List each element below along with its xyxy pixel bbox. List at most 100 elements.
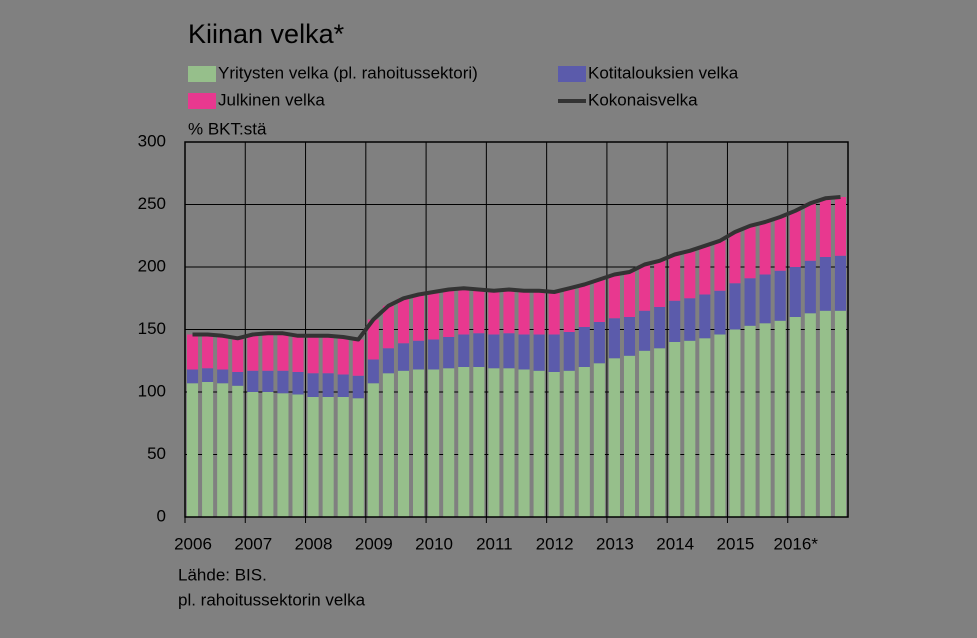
bar-segment	[518, 334, 530, 370]
legend-label: Julkinen velka	[218, 90, 325, 109]
bar-segment	[729, 232, 741, 284]
bar-segment	[473, 289, 485, 334]
bar-segment	[413, 294, 425, 341]
bar-segment	[247, 334, 259, 371]
bar-segment	[443, 337, 455, 369]
legend-label: Kotitalouksien velka	[588, 63, 739, 82]
bar-segment	[443, 289, 455, 337]
bar-segment	[458, 367, 470, 517]
bar-segment	[307, 373, 319, 397]
bar-segment	[473, 367, 485, 517]
bar-segment	[593, 322, 605, 364]
bar-segment	[548, 292, 560, 335]
x-tick-label: 2009	[355, 534, 393, 553]
bar-segment	[337, 337, 349, 375]
bar-segment	[428, 292, 440, 340]
bar-segment	[608, 274, 620, 319]
bar-segment	[292, 335, 304, 372]
note: pl. rahoitussektorin velka	[178, 590, 366, 609]
x-tick-label: 2006	[174, 534, 212, 553]
bar-segment	[352, 398, 364, 517]
bar-segment	[503, 333, 515, 369]
bar-segment	[202, 382, 214, 517]
bar-segment	[352, 339, 364, 376]
bar-segment	[367, 383, 379, 517]
bar-segment	[729, 283, 741, 330]
bar-segment	[834, 255, 846, 311]
bar-segment	[759, 274, 771, 324]
bar-segment	[367, 319, 379, 360]
bar-segment	[654, 260, 666, 307]
bar-segment	[699, 294, 711, 339]
bar-segment	[397, 343, 410, 371]
bar-segment	[292, 372, 304, 395]
bar-segment	[548, 334, 560, 372]
x-tick-label: 2012	[536, 534, 574, 553]
bar-segment	[322, 397, 334, 517]
bar-segment	[337, 374, 349, 397]
bar-segment	[669, 254, 681, 301]
bar-segment	[744, 325, 756, 517]
y-tick-label: 300	[138, 131, 166, 150]
bar-segment	[548, 372, 560, 517]
bar-segment	[563, 370, 575, 517]
bar-segment	[187, 383, 199, 517]
bar-segment	[232, 372, 244, 386]
bar-segment	[714, 290, 726, 335]
x-tick-label: 2015	[717, 534, 755, 553]
bar-segment	[684, 298, 696, 341]
bar-segment	[202, 368, 214, 382]
bar-segment	[397, 370, 410, 517]
x-tick-label: 2014	[656, 534, 694, 553]
bar-segment	[774, 270, 786, 321]
bar-segment	[699, 245, 711, 295]
bar-segment	[578, 327, 590, 367]
y-tick-label: 50	[147, 444, 166, 463]
note: Lähde: BIS.	[178, 565, 267, 584]
bar-segment	[533, 334, 545, 371]
bar-segment	[699, 338, 711, 517]
bar-segment	[744, 225, 756, 279]
x-tick-label: 2010	[415, 534, 453, 553]
bar-segment	[804, 313, 816, 517]
bar-segment	[774, 217, 786, 271]
bar-segment	[277, 393, 289, 517]
bar-segment	[352, 375, 364, 399]
bar-segment	[187, 369, 199, 384]
bar-segment	[639, 310, 651, 351]
bar-segment	[654, 348, 666, 517]
bar-segment	[639, 264, 651, 311]
bar-segment	[307, 397, 319, 517]
bar-segment	[428, 339, 440, 370]
bar-segment	[488, 290, 500, 335]
bar-segment	[578, 367, 590, 517]
bar-segment	[533, 370, 545, 517]
bar-segment	[247, 370, 259, 392]
bar-segment	[187, 334, 199, 370]
y-tick-label: 250	[138, 194, 166, 213]
bar-segment	[804, 203, 816, 261]
y-tick-label: 200	[138, 256, 166, 275]
bar-segment	[382, 305, 394, 349]
bar-segment	[714, 334, 726, 517]
bar-segment	[322, 335, 334, 374]
bar-segment	[729, 329, 741, 517]
bar-segment	[232, 385, 244, 517]
bar-segment	[367, 359, 379, 384]
bar-segment	[443, 368, 455, 517]
bar-segment	[382, 373, 394, 517]
bar-segment	[623, 272, 636, 317]
x-tick-label: 2007	[234, 534, 272, 553]
bar-segment	[458, 334, 470, 367]
bar-segment	[247, 392, 259, 517]
bar-segment	[473, 333, 485, 367]
bar-segment	[834, 310, 846, 517]
bar-segment	[277, 370, 289, 394]
bar-segment	[322, 373, 334, 397]
bar-segment	[834, 197, 846, 256]
bar-segment	[413, 369, 425, 517]
y-tick-label: 100	[138, 381, 166, 400]
bar-segment	[819, 310, 831, 517]
bar-segment	[202, 334, 214, 369]
bar-segment	[488, 334, 500, 369]
